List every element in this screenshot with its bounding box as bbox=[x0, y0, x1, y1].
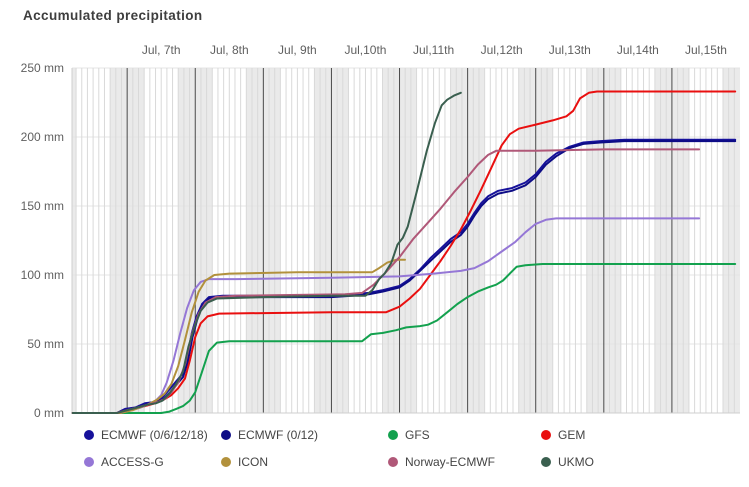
legend-swatch-gem bbox=[541, 429, 551, 440]
x-tick-label: Jul,13th bbox=[549, 43, 591, 57]
legend-label: Norway-ECMWF bbox=[405, 454, 495, 469]
chart-legend: ECMWF (0/6/12/18) ECMWF (0/12) GFS GEM ACCES… bbox=[84, 426, 724, 470]
legend-item-norway-ecmwf[interactable]: Norway-ECMWF bbox=[388, 453, 541, 470]
precipitation-chart[interactable]: 0 mm 50 mm 100 mm 150 mm 200 mm 250 mm Jul, 7t… bbox=[0, 0, 749, 420]
y-tick-label: 100 mm bbox=[21, 268, 64, 282]
legend-swatch-norway-ecmwf bbox=[388, 456, 398, 467]
legend-label: ECMWF (0/6/12/18) bbox=[101, 427, 208, 442]
legend-swatch-ecmwf-0-12 bbox=[221, 429, 231, 440]
plot-edges bbox=[71, 68, 740, 414]
legend-swatch-gfs bbox=[388, 429, 398, 440]
series-line-gfs bbox=[71, 263, 737, 414]
legend-swatch-icon bbox=[221, 456, 231, 467]
x-tick-label: Jul,15th bbox=[685, 43, 727, 57]
legend-label: ACCESS-G bbox=[101, 454, 164, 469]
x-tick-label: Jul,11th bbox=[413, 43, 454, 57]
legend-swatch-ecmwf-0-6-12-18 bbox=[84, 429, 94, 440]
legend-item-gfs[interactable]: GFS bbox=[388, 426, 541, 443]
legend-swatch-access-g bbox=[84, 456, 94, 467]
legend-item-icon[interactable]: ICON bbox=[221, 453, 388, 470]
y-tick-label: 50 mm bbox=[27, 337, 64, 351]
y-tick-label: 200 mm bbox=[21, 130, 64, 144]
x-tick-label: Jul, 9th bbox=[278, 43, 317, 57]
legend-label: GEM bbox=[558, 427, 586, 442]
legend-label: GFS bbox=[405, 427, 430, 442]
chart-title: Accumulated precipitation bbox=[23, 8, 203, 23]
series-lines bbox=[71, 90, 737, 414]
x-tick-label: Jul, 8th bbox=[210, 43, 249, 57]
legend-label: ICON bbox=[238, 454, 268, 469]
x-tick-labels: Jul, 7th Jul, 8th Jul, 9th Jul,10th Jul,11th… bbox=[142, 43, 727, 57]
legend-item-ukmo[interactable]: UKMO bbox=[541, 453, 724, 470]
series-line-ecmwf-0-6-12-18 bbox=[71, 138, 737, 414]
x-tick-label: Jul, 7th bbox=[142, 43, 181, 57]
midnight-lines bbox=[126, 68, 673, 413]
legend-item-ecmwf-0-6-12-18[interactable]: ECMWF (0/6/12/18) bbox=[84, 426, 221, 443]
y-tick-labels: 0 mm 50 mm 100 mm 150 mm 200 mm 250 mm bbox=[21, 61, 64, 420]
y-tick-label: 250 mm bbox=[21, 61, 64, 75]
legend-item-access-g[interactable]: ACCESS-G bbox=[84, 453, 221, 470]
y-tick-label: 150 mm bbox=[21, 199, 64, 213]
legend-label: ECMWF (0/12) bbox=[238, 427, 319, 442]
legend-item-gem[interactable]: GEM bbox=[541, 426, 724, 443]
y-tick-label: 0 mm bbox=[34, 406, 64, 420]
x-tick-label: Jul,14th bbox=[617, 43, 659, 57]
series-line-ukmo bbox=[71, 91, 462, 414]
series-line-gem bbox=[71, 90, 737, 414]
night-band bbox=[722, 68, 740, 413]
vertical-gridlines bbox=[75, 68, 735, 413]
legend-item-ecmwf-0-12[interactable]: ECMWF (0/12) bbox=[221, 426, 388, 443]
night-band bbox=[72, 68, 77, 413]
legend-swatch-ukmo bbox=[541, 456, 551, 467]
x-tick-label: Jul,10th bbox=[344, 43, 386, 57]
legend-label: UKMO bbox=[558, 454, 594, 469]
x-tick-label: Jul,12th bbox=[481, 43, 523, 57]
